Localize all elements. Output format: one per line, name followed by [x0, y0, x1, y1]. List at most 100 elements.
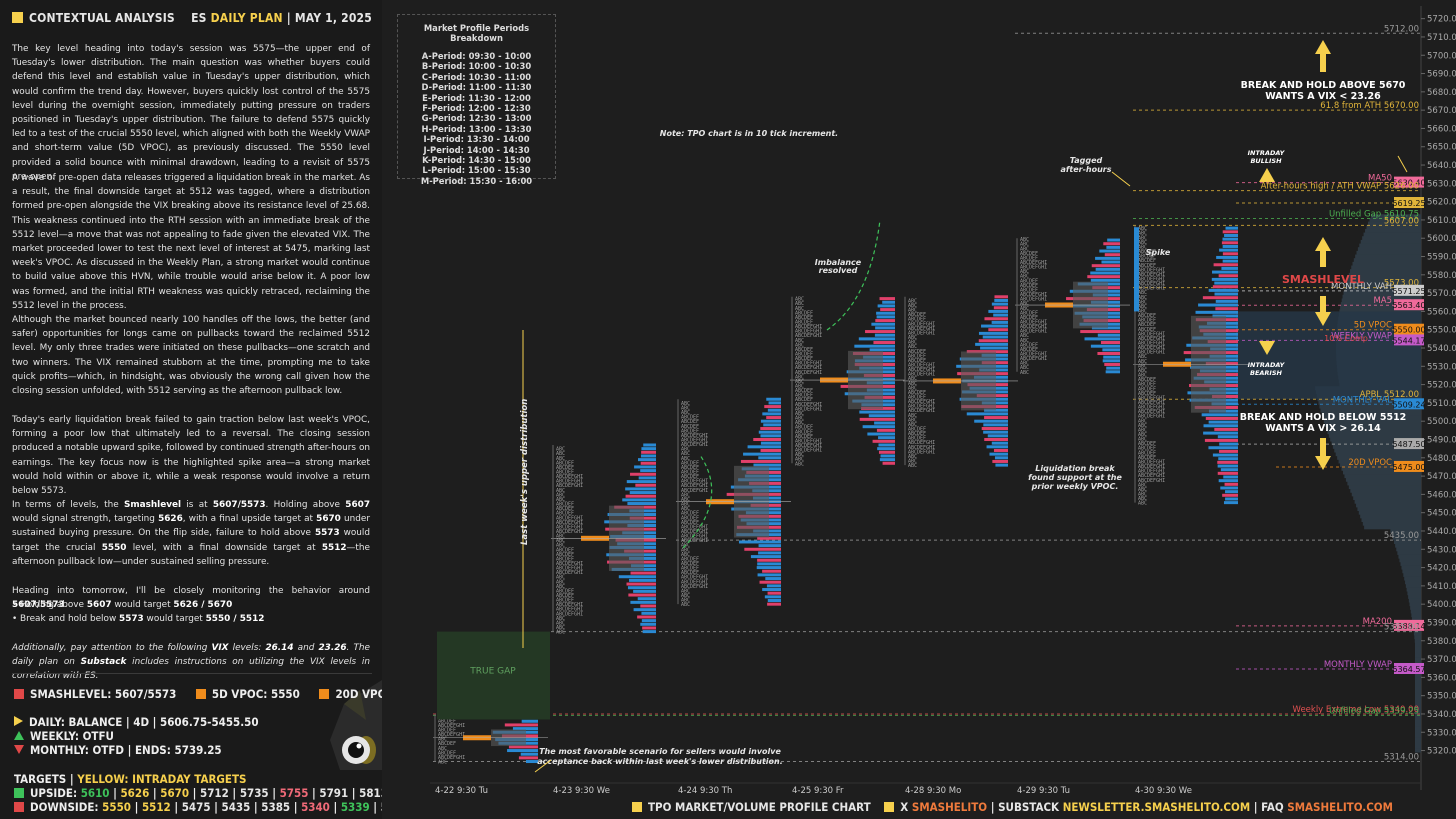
- pointer-arrow: [534, 759, 552, 773]
- volume-histogram-bar: [641, 619, 656, 623]
- chart-annotation: acceptance back within last week's lower…: [537, 757, 783, 766]
- tpo-letters: ABCDEFGHI: [1138, 473, 1165, 479]
- chart-annotation: Note: TPO chart is in 10 tick increment.: [660, 129, 838, 138]
- volume-histogram-bar: [518, 756, 538, 760]
- x-handle-link[interactable]: SMASHELITO: [911, 800, 988, 814]
- level-label: 5385.00: [1384, 623, 1419, 633]
- volume-histogram-bar: [984, 416, 1008, 420]
- x-tick-label: 4-22 9:30 Tu: [435, 786, 488, 796]
- y-tick-label: 5320.00: [1427, 747, 1456, 757]
- tpo-letters: ABCDEFGHI: [795, 333, 822, 339]
- tpo-letters: ABCDEF: [1138, 313, 1156, 319]
- tpo-letters: ABC: [681, 451, 690, 457]
- tpo-letters: ABCDEF: [795, 397, 813, 403]
- volume-histogram-bar: [630, 600, 656, 604]
- volume-bar: [1415, 657, 1421, 662]
- level-tag-value: 5571.25: [1392, 287, 1425, 296]
- plan-label: DAILY PLAN: [210, 11, 283, 25]
- volume-histogram-bar: [1201, 413, 1238, 417]
- volume-histogram-bar: [859, 410, 895, 414]
- tpo-letters: ABC: [556, 488, 565, 494]
- volume-histogram-bar: [982, 335, 1008, 339]
- tpo-letters: ABC: [681, 588, 690, 594]
- footer-chart-label: TPO MARKET/VOLUME PROFILE CHART: [648, 800, 871, 814]
- tpo-letters: ABCDEFGHI: [795, 365, 822, 371]
- tpo-letters: ABCDEF: [681, 566, 699, 572]
- tpo-letters: ABCDEF: [795, 425, 813, 431]
- volume-histogram-bar: [984, 437, 1008, 441]
- volume-histogram-bar: [629, 578, 656, 582]
- volume-histogram-bar: [767, 599, 781, 603]
- volume-histogram-bar: [858, 337, 895, 341]
- tpo-letters: ABCDEFGHI: [1138, 405, 1165, 411]
- substack-link[interactable]: NEWSLETTER.SMASHELITO.COM: [1062, 800, 1251, 814]
- tpo-letters: ABCDEFGHI: [795, 324, 822, 330]
- tpo-letters: ABCDEFGHI: [795, 370, 822, 376]
- y-tick-label: 5510.00: [1427, 399, 1456, 409]
- tpo-letters: ABCDEFGHI: [795, 361, 822, 367]
- arrow-down-icon: [1259, 341, 1275, 355]
- volume-bar: [1415, 730, 1421, 735]
- tpo-letters: ABC: [1138, 235, 1147, 241]
- target-sep: |: [329, 800, 341, 814]
- tpo-letters: ABC: [1020, 269, 1029, 275]
- volume-bar: [1415, 737, 1421, 742]
- volume-bar: [1346, 280, 1421, 285]
- tpo-letters: ABC: [556, 620, 565, 626]
- volume-histogram-bar: [1214, 292, 1238, 296]
- volume-histogram-bar: [879, 297, 895, 301]
- volume-bar: [1353, 496, 1421, 501]
- volume-bar: [1397, 550, 1421, 555]
- y-tick-label: 5520.00: [1427, 381, 1456, 391]
- volume-histogram-bar: [872, 439, 895, 443]
- tpo-letters: ABCDEFGHI: [1020, 292, 1047, 298]
- volume-bar: [1410, 609, 1421, 614]
- chart-annotation: after-hours: [1061, 165, 1112, 174]
- tpo-letters: ABCDEFGHI: [556, 474, 583, 480]
- chart-annotation: resolved: [819, 266, 858, 275]
- volume-bar: [1340, 302, 1421, 307]
- volume-histogram-bar: [634, 465, 656, 469]
- volume-histogram-bar: [867, 432, 895, 436]
- tpo-letters: ABC: [795, 384, 804, 390]
- y-tick-label: 5570.00: [1427, 289, 1456, 299]
- volume-histogram-bar: [767, 408, 781, 412]
- volume-histogram-bar: [983, 423, 1008, 427]
- tpo-letters: ABCDEFGHI: [681, 442, 708, 448]
- volume-histogram-bar: [1217, 435, 1238, 439]
- volume-bar: [1330, 437, 1421, 442]
- volume-bar: [1411, 616, 1421, 621]
- volume-histogram-bar: [1219, 442, 1238, 446]
- daily-value: DAILY: BALANCE | 4D | 5606.75-5455.50: [29, 715, 259, 729]
- volume-histogram-bar: [750, 555, 781, 559]
- volume-histogram-bar: [508, 745, 538, 749]
- tpo-letters: ABC: [795, 452, 804, 458]
- volume-histogram-bar: [630, 571, 656, 575]
- volume-histogram-bar: [859, 417, 895, 421]
- tpo-letters: ABC: [795, 420, 804, 426]
- volume-histogram-bar: [1202, 296, 1238, 300]
- y-tick-label: 5590.00: [1427, 253, 1456, 263]
- tpo-letters: ABC: [556, 538, 565, 544]
- vpoc5-swatch-icon: [195, 689, 206, 699]
- tpo-letters: ABCDEF: [681, 419, 699, 425]
- upside-values: 5610 | 5626 | 5670 | 5712 | 5735 | 5755 …: [81, 786, 388, 800]
- tpo-letters: ABC: [556, 447, 565, 453]
- tpo-letters: ABC: [1138, 244, 1147, 250]
- y-tick-label: 5660.00: [1427, 124, 1456, 134]
- volume-histogram-bar: [1213, 263, 1238, 267]
- faq-link[interactable]: SMASHELITO.COM: [1287, 800, 1393, 814]
- volume-histogram-bar: [1208, 446, 1238, 450]
- tpo-letters: ABCDEFGHI: [1138, 336, 1165, 342]
- volume-histogram-bar: [512, 727, 538, 731]
- y-tick-label: 5600.00: [1427, 234, 1456, 244]
- tpo-letters: ABC: [1020, 338, 1029, 344]
- volume-histogram-bar: [994, 298, 1008, 302]
- volume-histogram-bar: [875, 326, 895, 330]
- y-tick-label: 5650.00: [1427, 143, 1456, 153]
- volume-bar: [1415, 690, 1421, 695]
- tpo-letters: ABCDEFGHI: [908, 321, 935, 327]
- y-tick-label: 5420.00: [1427, 564, 1456, 574]
- tpo-letters: ABC: [908, 381, 917, 387]
- volume-histogram-bar: [758, 456, 781, 460]
